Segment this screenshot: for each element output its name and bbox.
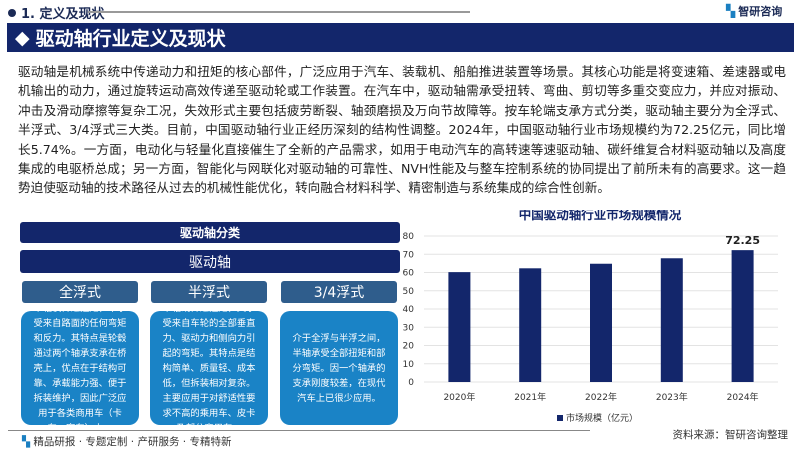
y-tick-label: 40 xyxy=(403,305,415,315)
y-tick-label: 70 xyxy=(403,250,415,260)
type-desc-semi: 半轴既传递扭矩，又承受来自车轮的全部垂直力、驱动力和侧向力引起的弯矩。其特点是结… xyxy=(150,303,268,434)
page-title: ◆ 驱动轴行业定义及现状 xyxy=(7,23,794,52)
title-text: 驱动轴行业定义及现状 xyxy=(35,28,226,50)
type-three-quarter-floating: 3/4浮式 xyxy=(281,281,397,303)
bullet-icon xyxy=(8,8,16,17)
chart-title: 中国驱动轴行业市场规模情况 xyxy=(519,210,682,222)
x-tick-label: 2021年 xyxy=(514,391,546,403)
intro-paragraph: 驱动轴是机械系统中传递动力和扭矩的核心部件，广泛应用于汽车、装载机、船舶推进装置… xyxy=(18,64,786,196)
type-full-floating: 全浮式 xyxy=(22,281,138,303)
market-size-chart: 中国驱动轴行业市场规模情况 0 10 20 30 40 50 60 70 80 2020年 2021… xyxy=(403,210,778,424)
divider xyxy=(88,11,470,13)
desc-text: 半轴既传递扭矩，又承受来自车轮的全部垂直力、驱动力和侧向力引起的弯矩。其特点是结… xyxy=(162,302,256,434)
x-tick-label: 2024年 xyxy=(727,391,759,403)
diamond-icon: ◆ xyxy=(15,26,30,49)
classification-title: 驱动轴分类 xyxy=(20,222,400,243)
tagline-text: 精品研报 · 专题定制 · 产研服务 · 专精特新 xyxy=(33,436,232,448)
legend-swatch xyxy=(557,415,563,421)
type-desc-full: 半轴仅传递扭矩，不承受来自路面的任何弯矩和反力。其特点是轮毂通过两个轴承支承在桥… xyxy=(21,303,139,434)
footer-tagline: ▚ 精品研报 · 专题定制 · 产研服务 · 专精特新 xyxy=(22,434,231,449)
y-tick-label: 80 xyxy=(403,232,415,242)
y-tick-label: 60 xyxy=(403,269,415,279)
data-label: 72.25 xyxy=(725,234,760,247)
brand-logo: ▚ 智研咨询 xyxy=(726,3,782,19)
legend-label: 市场规模（亿元） xyxy=(566,412,638,424)
y-tick-label: 20 xyxy=(403,342,415,352)
footer-divider xyxy=(8,430,590,431)
bar xyxy=(448,272,471,382)
bar xyxy=(590,263,612,382)
logo-icon: ▚ xyxy=(22,436,34,448)
logo-text: 智研咨询 xyxy=(738,5,783,18)
bar xyxy=(660,258,683,382)
y-tick-label: 0 xyxy=(408,378,414,388)
classification-root: 驱动轴 xyxy=(20,250,400,273)
desc-text: 半轴仅传递扭矩，不承受来自路面的任何弯矩和反力。其特点是轮毂通过两个轴承支承在桥… xyxy=(33,302,127,434)
section-heading: 1. 定义及现状 xyxy=(8,3,105,22)
y-tick-label: 10 xyxy=(403,360,415,370)
section-label: 1. 定义及现状 xyxy=(21,7,105,22)
bar xyxy=(519,268,542,382)
x-tick-label: 2023年 xyxy=(656,391,688,403)
bar xyxy=(731,250,754,382)
y-tick-label: 30 xyxy=(403,323,415,333)
type-semi-floating: 半浮式 xyxy=(151,281,267,303)
data-source: 资料来源：智研咨询整理 xyxy=(672,429,789,441)
x-tick-label: 2020年 xyxy=(443,391,475,403)
desc-text: 介于全浮与半浮之间，半轴承受全部扭矩和部分弯矩。因一个轴承的支承刚度较差，在现代… xyxy=(292,332,386,404)
x-tick-label: 2022年 xyxy=(585,391,617,403)
logo-icon: ▚ xyxy=(726,4,736,18)
type-desc-three-quarter: 介于全浮与半浮之间，半轴承受全部扭矩和部分弯矩。因一个轴承的支承刚度较差，在现代… xyxy=(280,311,398,425)
y-tick-label: 50 xyxy=(403,287,415,297)
